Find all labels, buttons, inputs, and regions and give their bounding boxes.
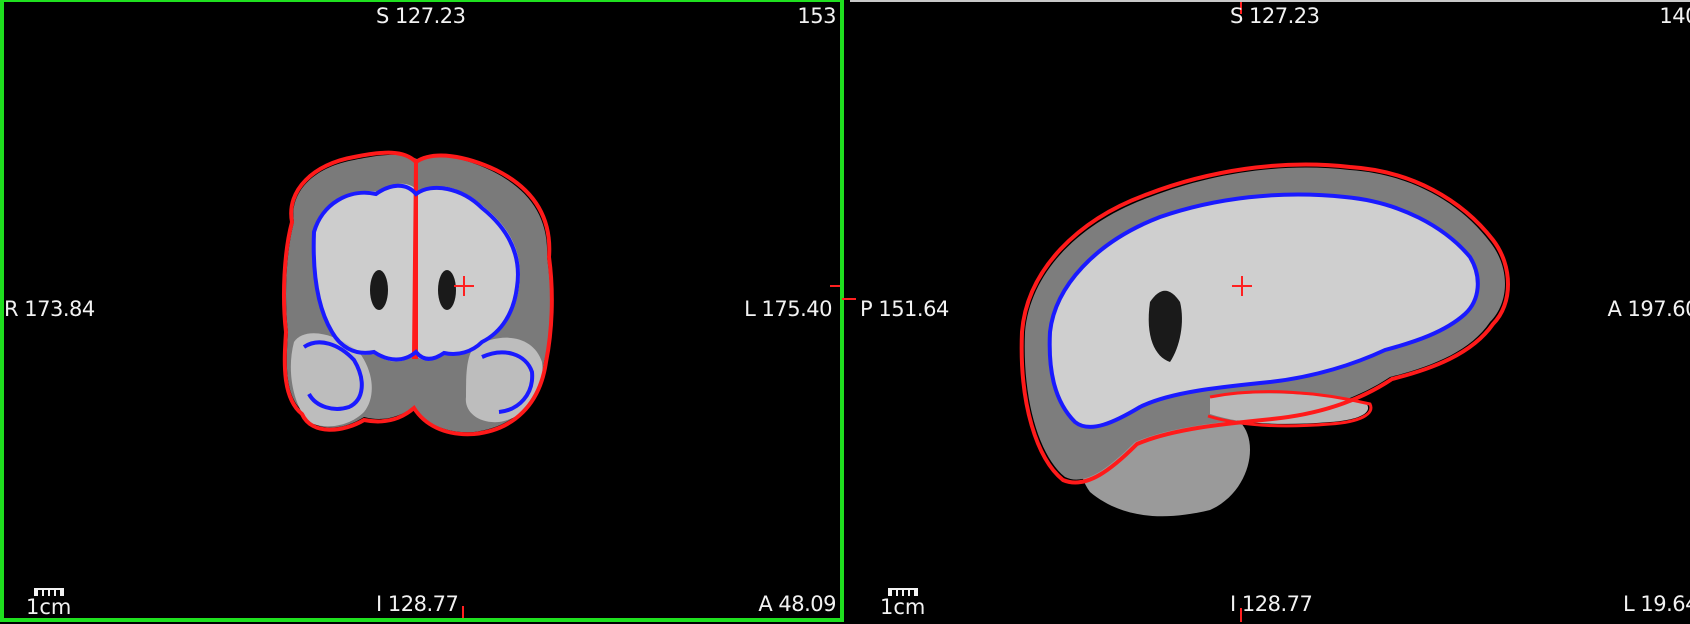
coronal-label-right: L 175.40 xyxy=(744,297,832,321)
coronal-slice-number: 153 xyxy=(797,4,836,28)
coronal-scale-bar: 1cm xyxy=(26,588,71,618)
coronal-viewport[interactable]: S 127.23 153 R 173.84 L 175.40 I 128.77 … xyxy=(0,0,844,622)
sagittal-label-right: A 197.60 xyxy=(1607,297,1690,321)
sagittal-pial-surface xyxy=(1019,162,1510,485)
scale-ruler-icon xyxy=(34,588,64,596)
sagittal-brainstem xyxy=(1210,393,1369,424)
sagittal-viewport[interactable]: S 127.23 140 P 151.64 A 197.60 I 128.77 … xyxy=(850,0,1690,624)
coronal-white-surface xyxy=(311,183,520,362)
sagittal-label-left: P 151.64 xyxy=(860,297,949,321)
viewport-divider xyxy=(844,0,850,622)
sagittal-white-matter xyxy=(1049,194,1478,427)
coronal-slice-image[interactable] xyxy=(4,2,844,622)
sagittal-scale-bar: 1cm xyxy=(880,588,925,618)
sagittal-ventricle xyxy=(1148,290,1182,362)
sagittal-slice-number: 140 xyxy=(1659,4,1690,28)
left-ventricle xyxy=(370,270,388,310)
sagittal-label-top: S 127.23 xyxy=(1230,4,1320,28)
sagittal-white-surface xyxy=(1047,192,1480,429)
coronal-pial-surface xyxy=(282,150,554,437)
cursor-tick-bottom xyxy=(1240,608,1242,622)
cursor-tick-bottom xyxy=(462,606,464,618)
divider-cursor-tick xyxy=(842,298,856,300)
cursor-tick-top xyxy=(1240,2,1242,14)
coronal-label-corner-bottom-right: A 48.09 xyxy=(758,592,836,616)
coronal-scale-label: 1cm xyxy=(26,595,72,619)
sagittal-inner-pial xyxy=(1207,390,1373,428)
cursor-tick-right xyxy=(830,285,840,287)
right-ventricle xyxy=(438,270,456,310)
scale-ruler-icon xyxy=(888,588,918,596)
sagittal-label-bottom: I 128.77 xyxy=(1230,592,1313,616)
sagittal-scale-label: 1cm xyxy=(880,595,926,619)
coronal-label-bottom: I 128.77 xyxy=(376,592,459,616)
coronal-label-top: S 127.23 xyxy=(376,4,466,28)
coronal-temporal-white-surface-right xyxy=(481,350,535,414)
coronal-temporal-white-surface-left xyxy=(302,340,364,411)
coronal-label-left: R 173.84 xyxy=(4,297,95,321)
sagittal-label-corner-bottom-right: L 19.64 xyxy=(1623,592,1690,616)
sagittal-slice-image[interactable] xyxy=(850,2,1690,622)
